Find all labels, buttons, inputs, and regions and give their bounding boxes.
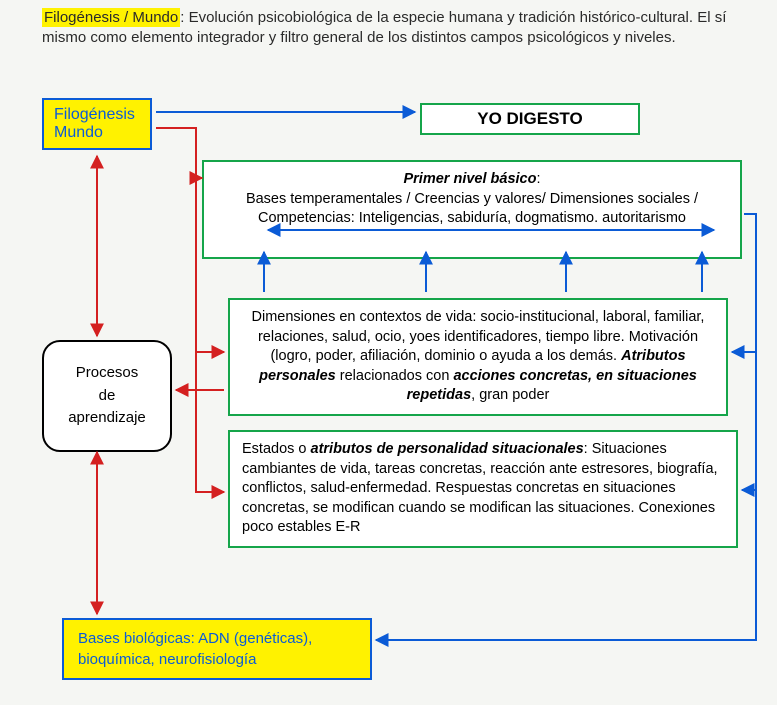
proc-l2: de bbox=[54, 385, 160, 408]
bio-l2: bioquímica, neurofisiología bbox=[78, 649, 356, 670]
est-pre: Estados o bbox=[242, 441, 311, 457]
yo-label: YO DIGESTO bbox=[477, 109, 583, 128]
node-dimensiones: Dimensiones en contextos de vida: socio-… bbox=[228, 298, 728, 416]
proc-l3: aprendizaje bbox=[54, 407, 160, 430]
filogenesis-l2: Mundo bbox=[54, 124, 140, 142]
filogenesis-l1: Filogénesis bbox=[54, 106, 140, 124]
primer-body: Bases temperamentales / Creencias y valo… bbox=[246, 191, 698, 227]
primer-title: Primer nivel básico bbox=[403, 171, 536, 187]
node-filogenesis: Filogénesis Mundo bbox=[42, 98, 152, 150]
node-estados: Estados o atributos de personalidad situ… bbox=[228, 430, 738, 548]
est-bold: atributos de personalidad situacionales bbox=[311, 441, 584, 457]
dim-post: , gran poder bbox=[471, 387, 549, 403]
proc-l1: Procesos bbox=[54, 362, 160, 385]
node-primer-nivel: Primer nivel básico: Bases temperamental… bbox=[202, 160, 742, 259]
header-paragraph: Filogénesis / Mundo: Evolución psicobiol… bbox=[42, 8, 742, 49]
bio-l1: Bases biológicas: ADN (genéticas), bbox=[78, 628, 356, 649]
dim-mid: relacionados con bbox=[336, 368, 454, 384]
node-yo-digesto: YO DIGESTO bbox=[420, 103, 640, 135]
node-bases-biologicas: Bases biológicas: ADN (genéticas), bioqu… bbox=[62, 618, 372, 680]
node-procesos: Procesos de aprendizaje bbox=[42, 340, 172, 452]
header-highlight: Filogénesis / Mundo bbox=[42, 8, 180, 27]
